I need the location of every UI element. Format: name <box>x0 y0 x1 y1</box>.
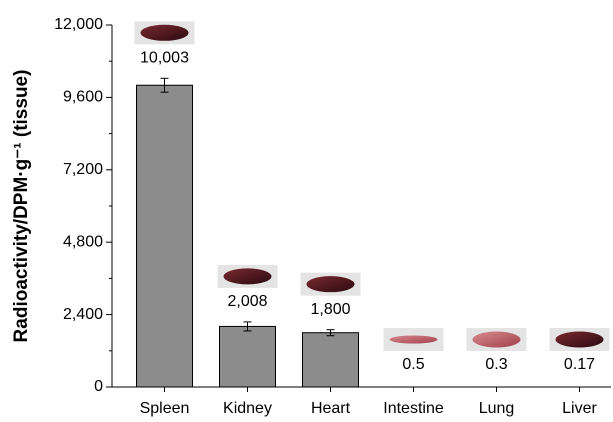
x-tick-label: Liver <box>562 400 597 417</box>
y-tick-label: 2,400 <box>63 306 103 323</box>
tissue-photo <box>472 331 521 348</box>
error-bar <box>160 77 169 93</box>
tissue-photo <box>555 331 604 348</box>
tissue-photo <box>306 276 355 293</box>
error-bar <box>243 321 252 332</box>
error-bar <box>326 329 335 337</box>
y-tick-label: 7,200 <box>63 161 103 178</box>
y-axis-label: Radioactivity/DPM·g⁻¹ (tissue) <box>11 70 32 343</box>
bar <box>136 84 193 388</box>
value-label: 10,003 <box>140 50 189 67</box>
value-label: 2,008 <box>227 293 267 310</box>
bar <box>219 325 276 388</box>
y-tick-label: 0 <box>94 378 103 395</box>
value-label: 0.5 <box>402 356 424 373</box>
x-tick-label: Kidney <box>223 400 272 417</box>
x-tick-label: Lung <box>479 400 515 417</box>
tissue-photo <box>140 24 189 41</box>
y-tick-label: 4,800 <box>63 233 103 250</box>
tissue-photo <box>223 268 272 285</box>
value-label: 0.3 <box>485 356 507 373</box>
bar <box>302 332 359 388</box>
x-tick-label: Intestine <box>383 400 444 417</box>
tissue-photo <box>389 335 438 344</box>
x-tick-label: Spleen <box>140 400 190 417</box>
value-label: 1,800 <box>310 301 350 318</box>
value-label: 0.17 <box>564 356 595 373</box>
x-tick-label: Heart <box>311 400 351 417</box>
y-tick-label: 12,000 <box>54 16 103 33</box>
y-tick-label: 9,600 <box>63 89 103 106</box>
